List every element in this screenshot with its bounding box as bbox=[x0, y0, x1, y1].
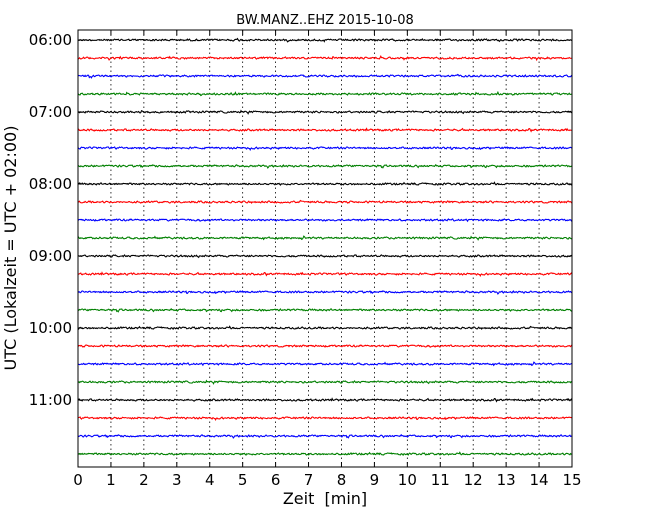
trace-0800 bbox=[77, 181, 573, 186]
trace-1030 bbox=[77, 361, 573, 367]
x-tick-label-4: 4 bbox=[205, 471, 215, 489]
y-axis: 06:00 07:00 08:00 09:00 10:00 11:00 bbox=[29, 31, 572, 409]
trace-1115 bbox=[77, 416, 573, 422]
trace-1145 bbox=[77, 451, 573, 456]
x-tick-label-8: 8 bbox=[337, 471, 347, 489]
trace-0830 bbox=[77, 218, 573, 223]
x-tick-label-5: 5 bbox=[238, 471, 248, 489]
trace-0730 bbox=[77, 146, 573, 152]
x-tick-label-14: 14 bbox=[530, 471, 549, 489]
y-tick-label-1100: 11:00 bbox=[29, 391, 72, 409]
trace-0900 bbox=[77, 254, 573, 259]
x-axis-label: Zeit [min] bbox=[283, 489, 367, 508]
chart-title: BW.MANZ..EHZ 2015-10-08 bbox=[236, 13, 414, 28]
x-tick-label-1: 1 bbox=[106, 471, 116, 489]
x-tick-label-11: 11 bbox=[431, 471, 450, 489]
trace-0930 bbox=[77, 290, 573, 295]
x-tick-label-13: 13 bbox=[497, 471, 516, 489]
trace-0700 bbox=[77, 109, 573, 115]
trace-1045 bbox=[77, 379, 573, 385]
trace-1100 bbox=[77, 397, 573, 403]
trace-0745 bbox=[77, 163, 573, 169]
trace-0630 bbox=[77, 73, 573, 79]
y-tick-label-1000: 10:00 bbox=[29, 319, 72, 337]
plot-frame bbox=[77, 29, 573, 468]
trace-0615 bbox=[77, 54, 572, 62]
x-tick-label-9: 9 bbox=[370, 471, 380, 489]
x-tick-label-2: 2 bbox=[139, 471, 149, 489]
y-tick-label-0900: 09:00 bbox=[29, 247, 72, 265]
y-tick-label-0700: 07:00 bbox=[29, 103, 72, 121]
x-tick-label-6: 6 bbox=[271, 471, 281, 489]
x-tick-label-10: 10 bbox=[398, 471, 417, 489]
trace-0815 bbox=[77, 199, 573, 205]
trace-0915 bbox=[77, 271, 573, 278]
y-tick-label-0600: 06:00 bbox=[29, 31, 72, 49]
trace-1000 bbox=[77, 325, 573, 331]
trace-1130 bbox=[77, 433, 573, 439]
trace-0945 bbox=[77, 307, 573, 313]
y-axis-label: UTC (Lokalzeit = UTC + 02:00) bbox=[1, 126, 20, 371]
x-tick-label-7: 7 bbox=[304, 471, 314, 489]
trace-0645 bbox=[77, 90, 573, 97]
trace-0845 bbox=[77, 235, 573, 241]
x-grid bbox=[110, 30, 540, 467]
x-tick-label-0: 0 bbox=[73, 471, 83, 489]
y-tick-label-0800: 08:00 bbox=[29, 175, 72, 193]
x-axis: 0 1 2 3 4 5 6 7 8 9 10 11 12 13 14 15 bbox=[73, 30, 582, 489]
x-tick-label-3: 3 bbox=[172, 471, 182, 489]
trace-0715 bbox=[77, 127, 573, 133]
trace-group bbox=[77, 37, 573, 456]
x-tick-label-15: 15 bbox=[562, 471, 581, 489]
trace-1015 bbox=[77, 344, 573, 348]
x-tick-label-12: 12 bbox=[464, 471, 483, 489]
trace-0600 bbox=[77, 37, 573, 43]
